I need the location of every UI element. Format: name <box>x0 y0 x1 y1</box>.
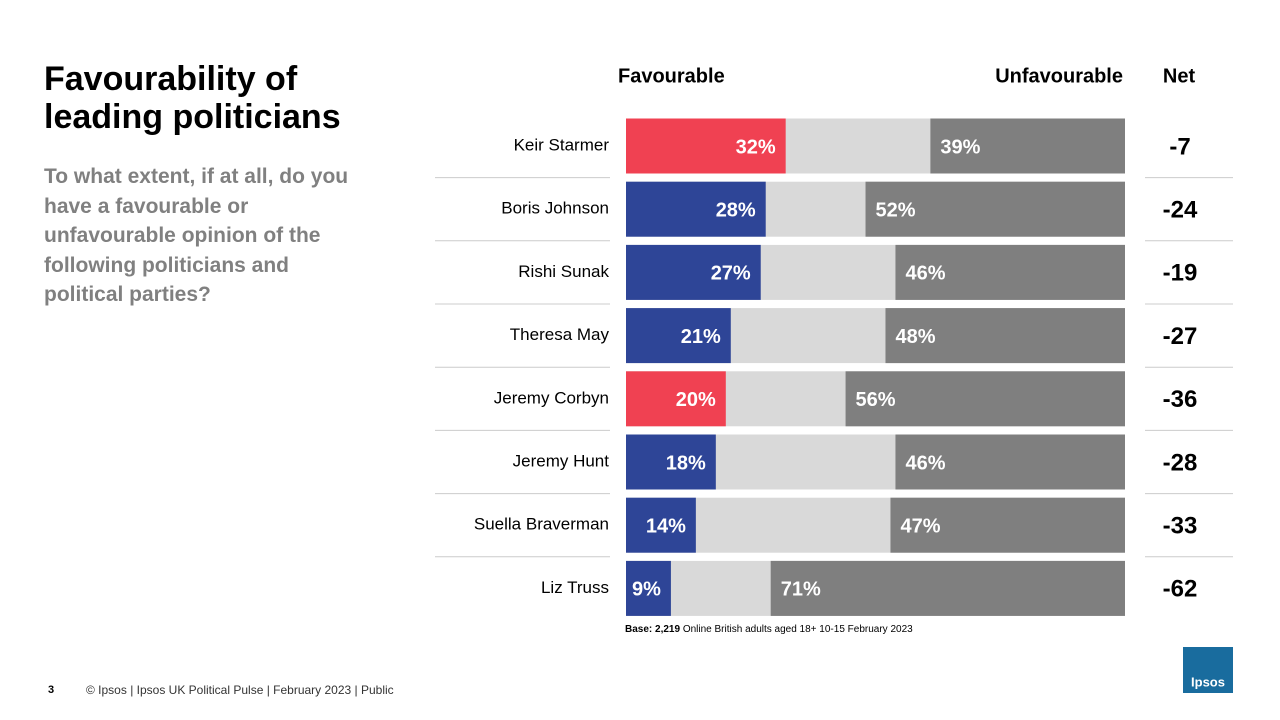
value-label: 9% <box>632 579 661 601</box>
net-value: -7 <box>1169 133 1190 160</box>
net-value: -36 <box>1163 386 1198 413</box>
value-label: 20% <box>676 389 716 411</box>
base-label: Base: 2,219 <box>625 624 680 635</box>
chart-subtitle: To what extent, if at all, do you have a… <box>44 165 349 306</box>
unfavourable-bar <box>930 118 1125 174</box>
base-note: Base: 2,219 Online British adults aged 1… <box>625 624 913 635</box>
category-label: Jeremy Hunt <box>513 451 610 470</box>
page-number: 3 <box>48 684 54 696</box>
value-label: 47% <box>900 515 940 537</box>
category-label: Liz Truss <box>541 578 609 597</box>
favourable-bar <box>626 118 786 174</box>
net-value: -62 <box>1163 576 1198 603</box>
favourable-bar <box>626 560 671 616</box>
favourable-bar <box>626 434 716 490</box>
unfavourable-bar <box>895 434 1125 490</box>
value-label: 39% <box>940 136 980 158</box>
value-label: 32% <box>736 136 776 158</box>
value-label: 28% <box>716 199 756 221</box>
value-label: 21% <box>681 326 721 348</box>
value-label: 48% <box>895 326 935 348</box>
base-text: Online British adults aged 18+ 10-15 Feb… <box>683 624 913 635</box>
net-value: -24 <box>1163 197 1198 224</box>
net-header: Net <box>1163 65 1196 87</box>
favourable-bar <box>626 181 766 237</box>
chart-title: Favourability of leading politicians <box>44 60 341 136</box>
net-value: -28 <box>1163 449 1198 476</box>
value-label: 27% <box>711 263 751 285</box>
net-value: -27 <box>1163 323 1198 350</box>
value-label: 56% <box>856 389 896 411</box>
category-label: Theresa May <box>510 325 610 344</box>
unfavourable-bar <box>895 244 1125 300</box>
net-value: -19 <box>1163 260 1198 287</box>
unfavourable-bar <box>865 181 1125 237</box>
favourable-bar <box>626 497 696 553</box>
unfavourable-bar <box>845 371 1125 427</box>
unfavourable-bar <box>890 497 1125 553</box>
value-label: 52% <box>876 199 916 221</box>
category-label: Rishi Sunak <box>518 262 609 281</box>
favourable-bar <box>626 244 761 300</box>
favourable-bar <box>626 371 726 427</box>
legend-entry: Unfavourable <box>995 65 1123 87</box>
unfavourable-bar <box>770 560 1125 616</box>
logo-shade <box>1183 647 1233 693</box>
footer-text: © Ipsos | Ipsos UK Political Pulse | Feb… <box>86 683 394 697</box>
favourable-bar <box>626 308 731 364</box>
category-label: Jeremy Corbyn <box>494 388 609 407</box>
unfavourable-bar <box>885 308 1125 364</box>
net-value: -33 <box>1163 513 1198 540</box>
category-label: Boris Johnson <box>501 199 609 218</box>
category-label: Suella Braverman <box>474 515 609 534</box>
logo: Ipsos <box>1191 674 1225 689</box>
category-label: Keir Starmer <box>514 135 610 154</box>
value-label: 18% <box>666 452 706 474</box>
value-label: 14% <box>646 515 686 537</box>
value-label: 46% <box>905 452 945 474</box>
legend-entry: Favourable <box>618 65 725 87</box>
value-label: 71% <box>781 579 821 601</box>
value-label: 46% <box>905 263 945 285</box>
